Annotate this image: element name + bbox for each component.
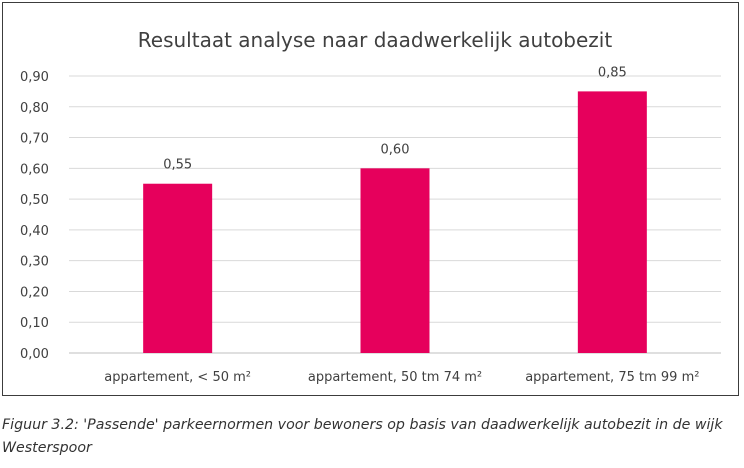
y-tick-label: 0,90 xyxy=(20,70,49,85)
bar xyxy=(360,168,430,353)
y-tick-label: 0,10 xyxy=(20,316,49,331)
x-tick-label: appartement, 50 tm 74 m² xyxy=(308,370,482,385)
y-tick-label: 0,40 xyxy=(20,224,49,239)
y-axis-tick-labels: 0,00 0,10 0,20 0,30 0,40 0,50 0,60 0,70 0,80 0,90 xyxy=(20,70,49,362)
x-axis-tick-labels: appartement, < 50 m² appartement, 50 tm 7… xyxy=(104,370,699,385)
bar-chart: Resultaat analyse naar daadwerkelijk aut… xyxy=(20,28,721,385)
y-tick-label: 0,80 xyxy=(20,101,49,116)
figure-caption: Figuur 3.2: 'Passende' parkeernormen voo… xyxy=(2,417,723,456)
bars xyxy=(143,91,647,353)
data-labels: 0,55 0,60 0,85 xyxy=(163,65,627,172)
chart-frame: Resultaat analyse naar daadwerkelijk aut… xyxy=(2,2,739,396)
y-tick-label: 0,30 xyxy=(20,255,49,270)
data-label: 0,55 xyxy=(163,158,192,173)
bar xyxy=(143,183,213,353)
data-label: 0,85 xyxy=(598,65,627,80)
y-tick-label: 0,00 xyxy=(20,347,49,362)
data-label: 0,60 xyxy=(381,142,410,157)
x-tick-label: appartement, 75 tm 99 m² xyxy=(525,370,699,385)
bar xyxy=(577,91,647,353)
x-tick-label: appartement, < 50 m² xyxy=(104,370,251,385)
y-tick-label: 0,50 xyxy=(20,193,49,208)
y-tick-label: 0,60 xyxy=(20,162,49,177)
y-tick-label: 0,70 xyxy=(20,132,49,147)
y-tick-label: 0,20 xyxy=(20,285,49,300)
chart-title: Resultaat analyse naar daadwerkelijk aut… xyxy=(138,28,613,52)
